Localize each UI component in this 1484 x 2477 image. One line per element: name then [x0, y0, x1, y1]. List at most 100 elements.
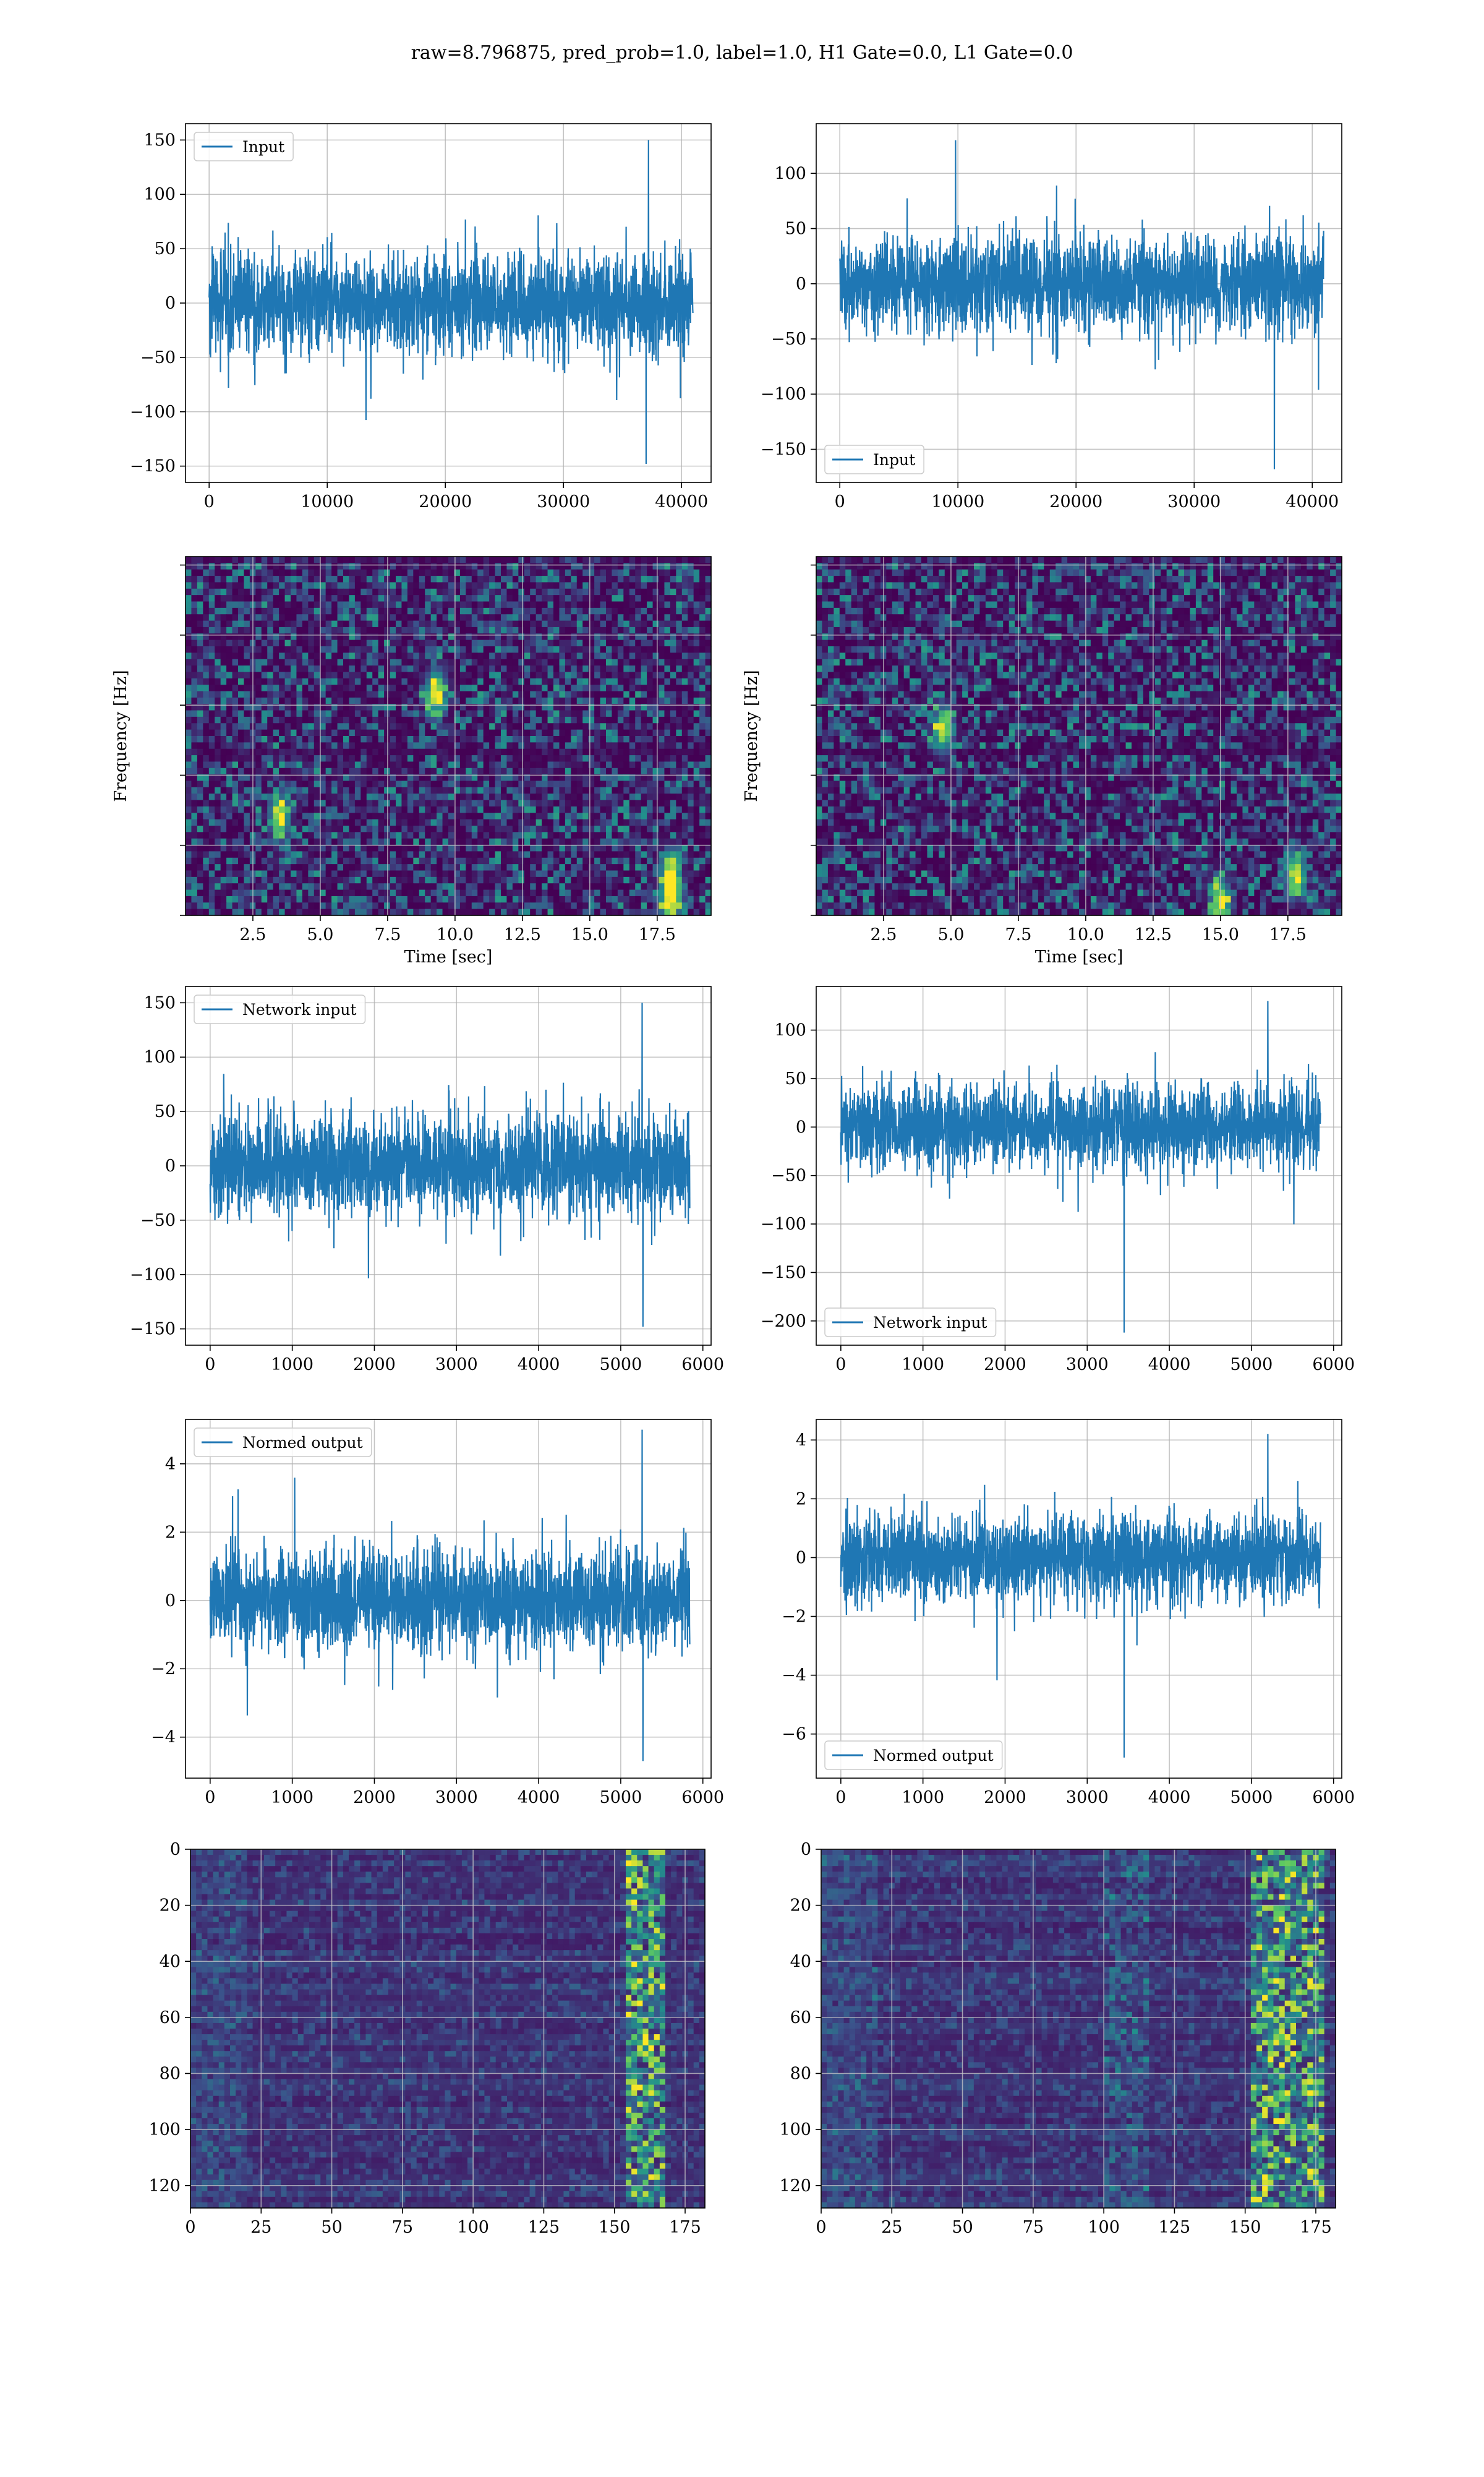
- heatmap-cell: [664, 672, 670, 678]
- heatmap-cell: [407, 864, 414, 871]
- heatmap-cell: [472, 652, 478, 659]
- heatmap-cell: [495, 659, 501, 666]
- heatmap-cell: [349, 896, 355, 903]
- heatmap-cell: [524, 672, 531, 678]
- heatmap-cell: [694, 614, 700, 621]
- heatmap-cell: [279, 678, 285, 685]
- heatmap-cell: [215, 698, 221, 704]
- heatmap-cell: [565, 877, 571, 884]
- heatmap-cell: [262, 557, 268, 563]
- heatmap-cell: [448, 627, 454, 634]
- heatmap-cell: [378, 871, 385, 878]
- heatmap-cell: [209, 858, 215, 865]
- heatmap-cell: [226, 736, 232, 743]
- heatmap-cell: [501, 678, 507, 685]
- heatmap-cell: [343, 813, 349, 819]
- heatmap-cell: [279, 761, 285, 768]
- heatmap-cell: [343, 665, 349, 672]
- heatmap-cell: [641, 595, 647, 602]
- heatmap-cell: [437, 736, 443, 743]
- heatmap-cell: [664, 711, 670, 717]
- heatmap-cell: [413, 646, 419, 653]
- heatmap-cell: [612, 717, 618, 724]
- heatmap-cell: [372, 877, 378, 884]
- heatmap-cell: [326, 883, 332, 890]
- heatmap-cell: [694, 871, 700, 878]
- heatmap-cell: [419, 659, 425, 666]
- heatmap-cell: [407, 761, 414, 768]
- heatmap-cell: [396, 858, 402, 865]
- heatmap-cell: [659, 665, 665, 672]
- heatmap-cell: [600, 698, 607, 704]
- heatmap-cell: [571, 730, 577, 737]
- heatmap-cell: [641, 563, 647, 570]
- heatmap-cell: [670, 665, 676, 672]
- heatmap-cell: [600, 589, 607, 596]
- heatmap-cell: [629, 614, 636, 621]
- heatmap-cell: [694, 646, 700, 653]
- heatmap-cell: [238, 627, 244, 634]
- heatmap-cell: [582, 871, 589, 878]
- heatmap-cell: [530, 711, 536, 717]
- heatmap-cell: [600, 736, 607, 743]
- heatmap-cell: [676, 640, 682, 647]
- heatmap-cell: [378, 582, 385, 589]
- heatmap-cell: [378, 602, 385, 609]
- heatmap-cell: [209, 589, 215, 596]
- heatmap-cell: [559, 652, 565, 659]
- heatmap-cell: [226, 589, 232, 596]
- heatmap-cell: [197, 621, 203, 628]
- heatmap-cell: [238, 640, 244, 647]
- heatmap-cell: [238, 826, 244, 832]
- heatmap-cell: [343, 755, 349, 762]
- heatmap-cell: [553, 839, 560, 845]
- heatmap-cell: [460, 813, 466, 819]
- heatmap-cell: [215, 845, 221, 852]
- heatmap-cell: [606, 768, 612, 775]
- heatmap-cell: [553, 659, 560, 666]
- heatmap-cell: [215, 659, 221, 666]
- heatmap-cell: [513, 672, 519, 678]
- heatmap-cell: [448, 877, 454, 884]
- heatmap-cell: [484, 883, 490, 890]
- heatmap-cell: [209, 685, 215, 691]
- heatmap-cell: [670, 890, 676, 897]
- heatmap-cell: [565, 800, 571, 807]
- heatmap-cell: [582, 761, 589, 768]
- heatmap-cell: [582, 730, 589, 737]
- heatmap-cell: [291, 877, 297, 884]
- heatmap-cell: [191, 813, 197, 819]
- heatmap-cell: [267, 755, 273, 762]
- heatmap-cell: [477, 589, 484, 596]
- heatmap-cell: [331, 883, 338, 890]
- heatmap-cell: [279, 749, 285, 756]
- heatmap-cell: [255, 845, 262, 852]
- heatmap-cell: [553, 685, 560, 691]
- heatmap-cell: [629, 871, 636, 878]
- heatmap-cell: [209, 665, 215, 672]
- heatmap-cell: [255, 794, 262, 800]
- heatmap-cell: [232, 595, 239, 602]
- heatmap-cell: [489, 839, 495, 845]
- heatmap-cell: [653, 890, 659, 897]
- heatmap-cell: [659, 755, 665, 762]
- heatmap-cell: [506, 896, 513, 903]
- heatmap-cell: [331, 698, 338, 704]
- heatmap-cell: [542, 608, 548, 615]
- heatmap-cell: [513, 794, 519, 800]
- heatmap-cell: [326, 730, 332, 737]
- heatmap-cell: [623, 896, 629, 903]
- heatmap-cell: [279, 608, 285, 615]
- heatmap-cell: [670, 563, 676, 570]
- heatmap-cell: [524, 896, 531, 903]
- heatmap-cell: [267, 749, 273, 756]
- heatmap-cell: [437, 851, 443, 858]
- heatmap-cell: [232, 627, 239, 634]
- heatmap-cell: [203, 563, 209, 570]
- heatmap-cell: [548, 826, 554, 832]
- heatmap-cell: [343, 589, 349, 596]
- heatmap-cell: [548, 787, 554, 794]
- heatmap-cell: [390, 761, 396, 768]
- heatmap-cell: [623, 723, 629, 730]
- heatmap-cell: [291, 717, 297, 724]
